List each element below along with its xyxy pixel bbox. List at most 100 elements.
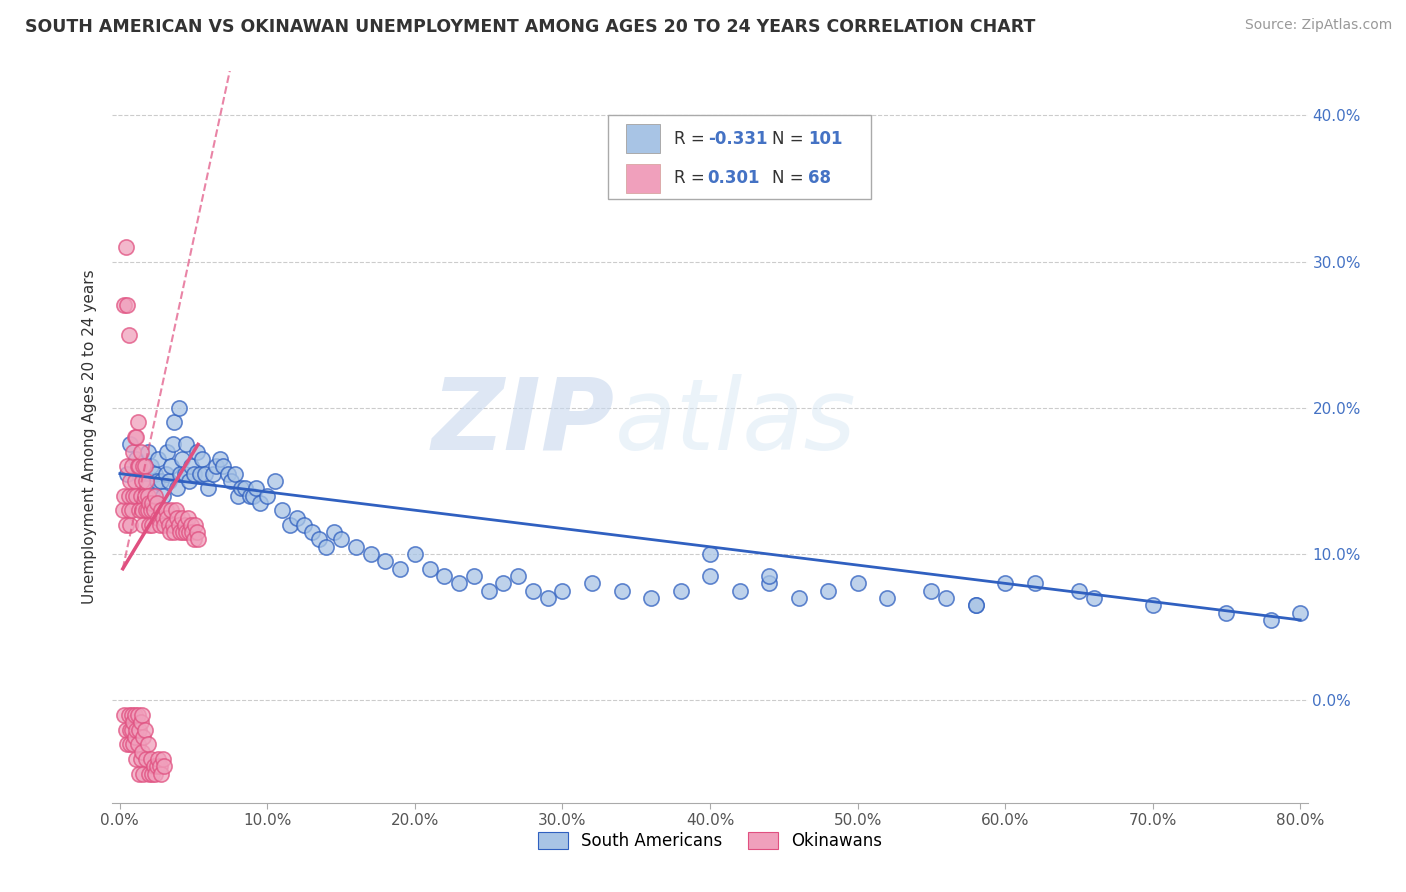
Point [699,569,721,583]
Point [201,467,224,481]
Point [127,708,149,723]
Point [125,752,148,766]
Point [787,591,810,605]
Point [1142,599,1164,613]
Point [160,459,183,474]
Point [374,554,396,568]
Point [120,517,142,532]
Point [191,452,214,467]
Point [167,517,190,532]
Point [138,496,160,510]
Point [1215,606,1237,620]
Point [537,591,560,605]
Point [183,533,205,547]
Point [120,723,142,737]
Point [219,474,242,488]
Point [141,517,163,532]
Text: N =: N = [772,169,808,187]
Point [118,489,141,503]
Text: Source: ZipAtlas.com: Source: ZipAtlas.com [1244,18,1392,32]
Point [125,489,148,503]
Point [610,583,633,598]
Point [292,517,315,532]
FancyBboxPatch shape [627,124,659,153]
Point [132,459,155,474]
Point [128,723,150,737]
Text: 101: 101 [808,130,842,148]
Point [127,416,149,430]
Point [132,517,155,532]
Point [138,766,160,780]
Point [143,467,166,481]
Point [136,489,159,503]
Point [129,489,152,503]
Point [150,503,173,517]
Point [1083,591,1105,605]
Point [492,576,515,591]
Point [124,430,146,444]
Point [153,517,176,532]
Point [127,737,149,751]
Point [186,444,208,458]
Point [169,525,191,540]
Point [148,510,170,524]
Point [120,437,142,451]
Point [242,489,264,503]
Point [263,474,285,488]
Point [131,503,153,517]
Point [278,517,301,532]
Text: R =: R = [675,169,710,187]
Point [1024,576,1046,591]
Point [249,496,271,510]
Point [121,503,143,517]
Point [433,569,456,583]
Point [183,467,205,481]
Y-axis label: Unemployment Among Ages 20 to 24 years: Unemployment Among Ages 20 to 24 years [82,269,97,605]
Point [122,489,145,503]
Point [142,759,165,773]
Point [817,583,839,598]
Point [728,583,751,598]
Point [122,715,145,730]
Point [128,459,150,474]
Point [699,547,721,561]
Point [135,481,157,495]
Point [285,510,308,524]
FancyBboxPatch shape [609,115,872,200]
Point [174,525,197,540]
Point [127,459,149,474]
Point [160,503,183,517]
Point [239,489,262,503]
Point [233,481,256,495]
Point [118,708,141,723]
Point [581,576,603,591]
Point [131,708,153,723]
Point [322,525,344,540]
Text: N =: N = [772,130,808,148]
Point [994,576,1017,591]
Point [156,444,179,458]
Point [245,481,267,495]
Point [112,708,135,723]
Point [1289,606,1312,620]
Point [128,766,150,780]
Point [125,452,148,467]
Point [204,459,226,474]
Point [173,517,195,532]
Point [134,459,156,474]
Point [209,452,232,467]
Point [170,510,193,524]
Point [139,752,162,766]
Point [129,444,152,458]
Point [121,459,143,474]
Point [758,569,780,583]
Point [157,517,180,532]
Point [120,474,142,488]
Point [132,766,155,780]
Point [187,533,209,547]
Point [125,430,148,444]
Point [134,489,156,503]
Point [149,759,172,773]
Point [271,503,294,517]
Point [149,517,172,532]
